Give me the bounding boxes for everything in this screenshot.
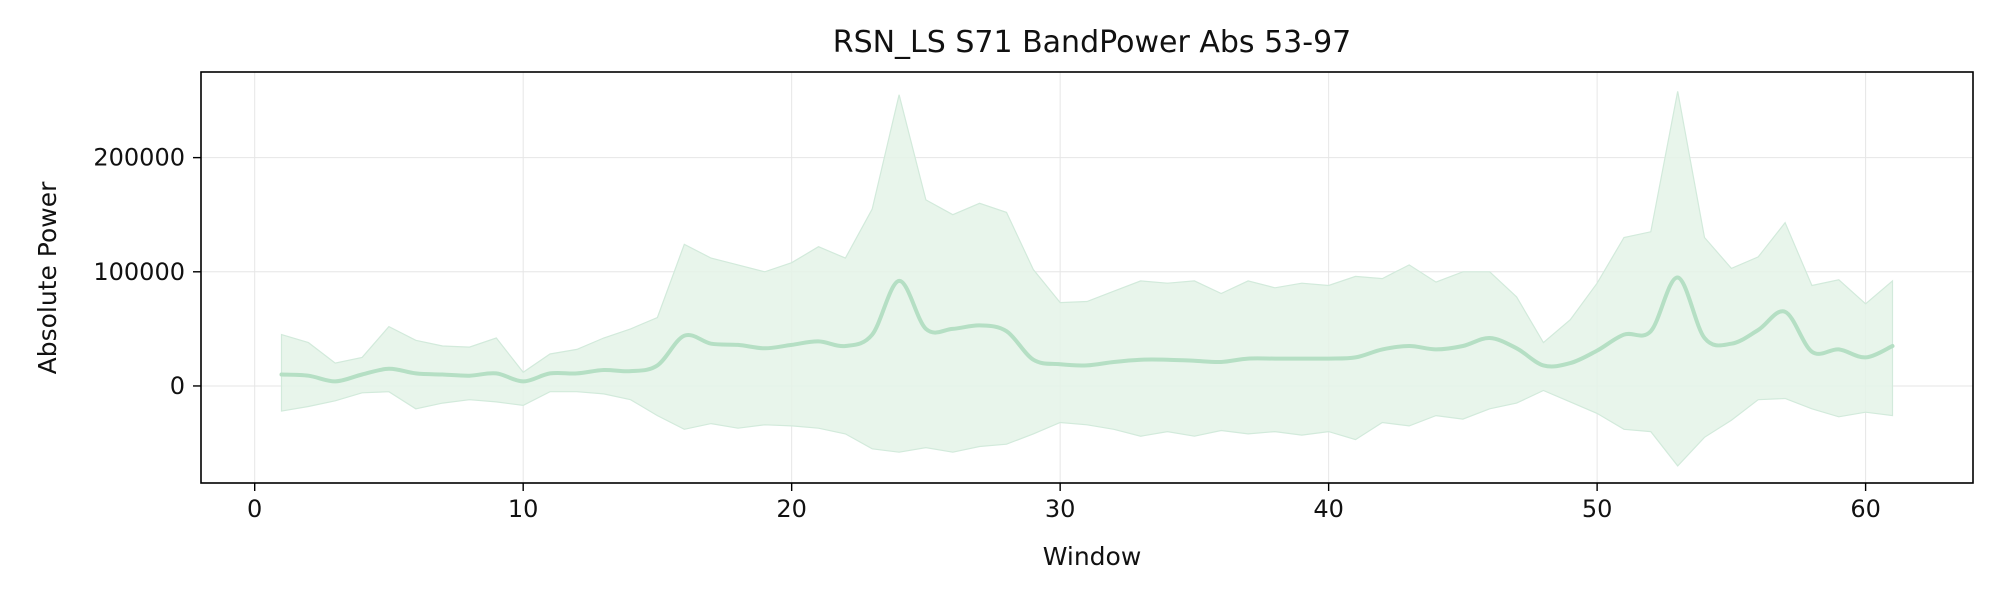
y-tick-label: 100000 <box>93 258 185 286</box>
line-layer <box>279 275 1895 384</box>
band-layer <box>280 91 1894 467</box>
x-axis-label: Window <box>1043 542 1142 571</box>
plot-frame <box>200 71 1974 484</box>
y-tick-label: 0 <box>170 372 185 400</box>
x-tick-label: 30 <box>1045 495 1076 523</box>
axes: 0 10 20 30 40 50 60 0 100000 200000 <box>93 71 1974 523</box>
chart-title: RSN_LS S71 BandPower Abs 53-97 <box>833 25 1352 60</box>
x-tick-label: 10 <box>508 495 539 523</box>
x-tick-label: 0 <box>247 495 262 523</box>
mean-line <box>279 275 1895 384</box>
x-tick-label: 20 <box>776 495 807 523</box>
x-tick-label: 40 <box>1313 495 1344 523</box>
x-tick-label: 60 <box>1850 495 1881 523</box>
x-tick-label: 50 <box>1582 495 1613 523</box>
y-axis-label: Absolute Power <box>33 181 62 375</box>
y-tick-label: 200000 <box>93 144 185 172</box>
std-band <box>280 91 1894 467</box>
